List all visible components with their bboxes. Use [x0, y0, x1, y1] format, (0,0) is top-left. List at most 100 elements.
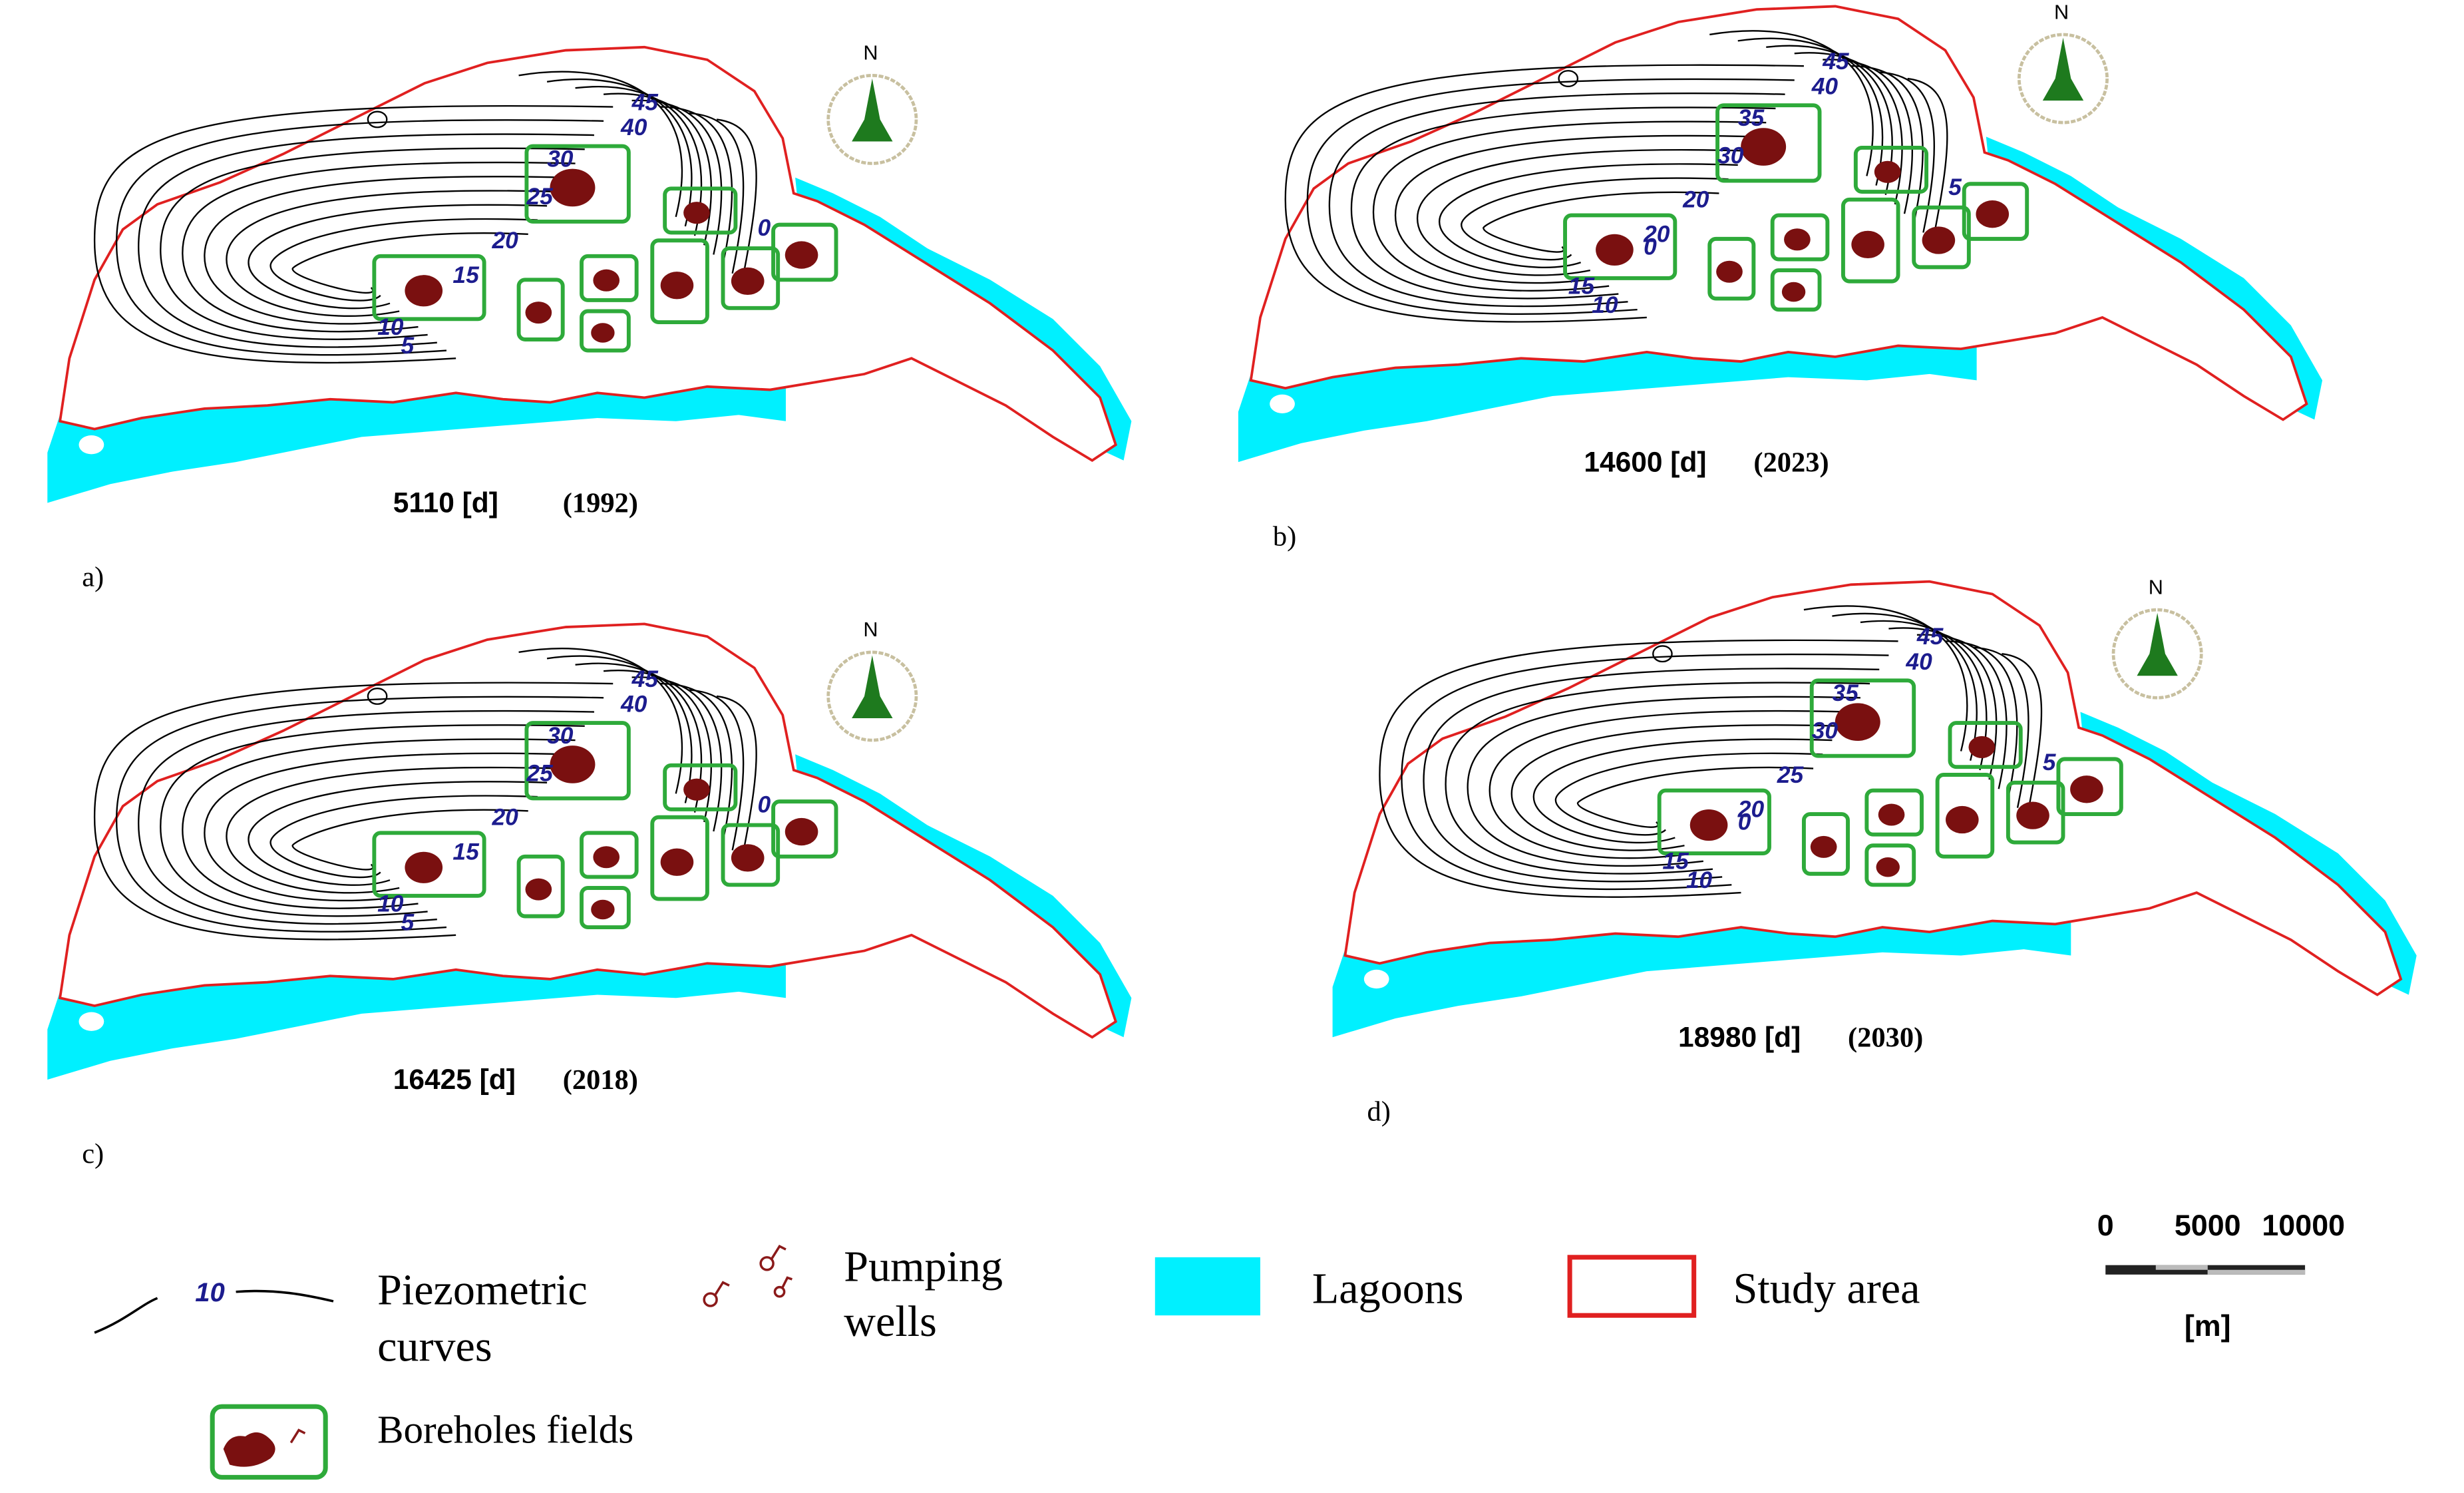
piezometric-curve [138, 133, 594, 348]
caption-year: (2023) [1753, 447, 1829, 478]
borehole-field [1801, 812, 1850, 876]
caption-year: (1992) [563, 488, 638, 519]
north-frame [2018, 33, 2109, 124]
north-arrow [2137, 612, 2178, 676]
borehole-field [771, 799, 838, 859]
panel-letter: d) [1367, 1096, 1391, 1127]
borehole-cluster [731, 844, 765, 872]
scale-bar: 0 5000 10000 [m] [2097, 1208, 2345, 1343]
legend-curve-label: 10 [195, 1277, 225, 1307]
piezometric-curve [269, 218, 538, 302]
north-label: N [863, 618, 878, 641]
borehole-cluster [405, 275, 443, 307]
piezometric-curve [631, 99, 723, 255]
legend-label: Lagoons [1312, 1264, 1464, 1313]
borehole-field [372, 254, 486, 321]
borehole-field [580, 309, 631, 353]
piezometric-curve [204, 752, 566, 902]
piezometric-curve [546, 655, 693, 803]
piezometric-curve [631, 676, 723, 832]
piezometric-curve [688, 112, 745, 274]
borehole-well [289, 1428, 306, 1444]
contour-label: 35 [1738, 105, 1765, 131]
scale-unit: [m] [2185, 1309, 2231, 1343]
legend-label: Pumping [844, 1242, 1003, 1291]
piezometric-curve [716, 695, 757, 860]
contour-label: 5 [2043, 749, 2057, 775]
borehole-cluster [1716, 260, 1743, 283]
piezometric-curve [1945, 640, 2018, 799]
contour-label: 15 [1568, 273, 1596, 300]
piezometric-curve [575, 662, 703, 813]
piezometric-curve [546, 78, 693, 227]
contour-label: 30 [547, 145, 574, 172]
piezometric-curve [1489, 710, 1851, 859]
panel-letter: c) [82, 1138, 104, 1170]
lagoon [79, 435, 104, 455]
contour-label: 10 [1592, 292, 1618, 318]
contour-label: 5 [401, 332, 415, 359]
piezometric-curve [160, 724, 585, 917]
scale-tick-label: 5000 [2175, 1208, 2241, 1242]
borehole-cluster [660, 272, 694, 300]
depression [367, 110, 388, 128]
borehole-field [663, 186, 738, 235]
piezometric-curve [1916, 634, 2008, 789]
contour-label: 45 [1916, 623, 1944, 650]
borehole-field [1935, 773, 1995, 859]
borehole-field [372, 831, 486, 898]
piezometric-curve [1510, 724, 1842, 851]
piezometric-curve [1284, 64, 1804, 323]
contour-label: 5 [1948, 174, 1962, 200]
piezometric-curve [575, 85, 703, 236]
borehole-cluster [1781, 282, 1806, 302]
north-frame [826, 650, 918, 742]
contour-label: 45 [631, 89, 659, 115]
piezometric-curve [1532, 738, 1833, 844]
contour-label: 0 [757, 791, 771, 818]
borehole-cluster [1976, 200, 2010, 228]
scale-tick-label: 0 [2097, 1208, 2114, 1242]
piezometric-curve [1483, 191, 1719, 253]
piezometric-curve [660, 106, 733, 264]
piezometric-curve [603, 93, 712, 246]
contour-label: 40 [620, 691, 647, 718]
piezometric-curve [2002, 653, 2043, 817]
depression [1558, 70, 1579, 88]
scale-tick-label: 10000 [2262, 1208, 2345, 1242]
borehole-field [1707, 236, 1756, 301]
piezometric-curve [269, 795, 538, 879]
borehole-field [1809, 678, 1916, 758]
north-frame [826, 73, 918, 165]
piezometric-curve [93, 682, 614, 941]
borehole-cluster [550, 168, 596, 207]
piezometric-curve [226, 190, 557, 317]
borehole-cluster [683, 778, 710, 801]
piezometric-curve [138, 710, 594, 925]
scale-segment [2155, 1265, 2208, 1270]
panel-letter: b) [1273, 521, 1296, 552]
piezometric-curve [248, 781, 548, 886]
borehole-cluster [550, 746, 596, 783]
piezometric-curve [1423, 668, 1880, 883]
piezometric-curve [226, 766, 557, 894]
borehole-cluster [660, 848, 694, 876]
borehole-cluster [1596, 234, 1634, 266]
lagoon [47, 377, 786, 503]
borehole-field [1563, 213, 1677, 280]
lagoon [1238, 336, 1977, 463]
piezometric-curve [291, 809, 528, 871]
piezometric-curve [248, 204, 548, 310]
borehole-field [771, 222, 838, 282]
borehole-field [650, 238, 709, 324]
study-area [59, 622, 1118, 1039]
contour-label: 30 [1717, 142, 1744, 169]
contour-label: 25 [1777, 761, 1805, 788]
borehole-cluster [1741, 128, 1787, 166]
borehole-field [650, 815, 709, 901]
piezometric-curve [115, 119, 604, 356]
borehole-cluster [1876, 857, 1900, 877]
piezometric-curve [1379, 639, 1898, 898]
borehole-field [1853, 145, 1929, 194]
